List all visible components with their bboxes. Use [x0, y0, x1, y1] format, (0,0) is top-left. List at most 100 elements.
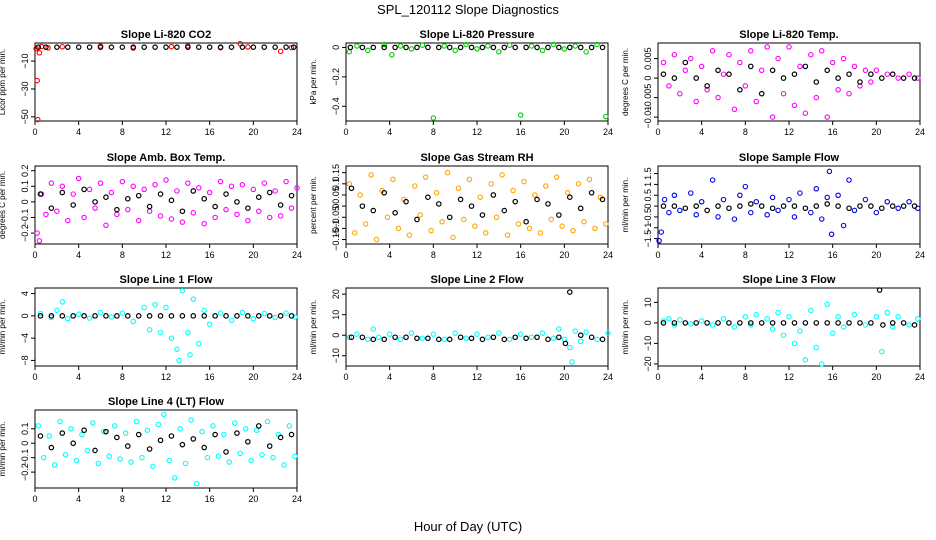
mean-point	[135, 313, 142, 319]
data-point	[221, 431, 227, 438]
data-point	[430, 331, 437, 337]
data-point	[346, 181, 353, 187]
data-point	[40, 454, 47, 461]
data-point	[146, 327, 153, 333]
mean-point	[92, 313, 98, 319]
mean-point	[726, 320, 732, 326]
data-point	[354, 43, 360, 49]
data-point	[666, 209, 672, 216]
y-axis-label: ml/min per min.	[621, 300, 630, 355]
data-point	[466, 176, 473, 183]
mean-point	[277, 202, 284, 208]
mean-point	[245, 313, 251, 319]
data-point	[775, 207, 781, 214]
panel-title: Slope Li-820 Temp.	[739, 29, 838, 41]
data-point	[270, 454, 276, 461]
data-point	[141, 304, 147, 311]
mean-point	[37, 313, 44, 319]
data-point	[775, 55, 781, 62]
mean-point	[157, 191, 164, 197]
x-tick-label: 12	[784, 127, 794, 137]
data-point	[34, 116, 41, 123]
data-point	[37, 310, 44, 317]
y-tick-label: 0.1	[331, 178, 341, 191]
data-point	[780, 332, 787, 338]
y-tick-label: −0.1	[20, 449, 30, 467]
x-tick-label: 12	[472, 372, 482, 382]
data-point	[504, 232, 511, 238]
data-point	[499, 172, 505, 178]
data-point	[408, 330, 415, 336]
data-point	[250, 186, 257, 193]
mean-point	[403, 198, 409, 205]
panel-9: Slope Line 3 Flow ml/min per min. 0 4 8 12 16 2…	[621, 274, 925, 382]
y-tick-label: −8	[20, 355, 30, 365]
mean-point	[523, 335, 529, 342]
data-point	[753, 199, 759, 205]
data-point	[564, 189, 571, 196]
data-point	[709, 322, 716, 328]
data-point	[65, 315, 71, 322]
y-axis-label: degrees C per min.	[621, 48, 630, 116]
data-point	[802, 110, 809, 116]
mean-point	[556, 212, 562, 218]
data-point	[539, 330, 546, 336]
x-tick-label: 0	[32, 372, 37, 382]
data-point	[177, 426, 183, 432]
mean-point	[359, 44, 366, 51]
data-point	[119, 310, 126, 316]
mean-point	[135, 192, 142, 199]
plot-frame	[657, 165, 921, 245]
y-tick-label: 0	[331, 333, 341, 338]
mean-point	[157, 437, 164, 444]
data-point	[567, 344, 573, 351]
data-point	[660, 318, 667, 324]
data-point	[671, 192, 678, 199]
mean-point	[195, 44, 202, 50]
mean-point	[168, 313, 175, 319]
mean-point	[163, 44, 169, 50]
mean-point	[599, 336, 606, 343]
mean-point	[791, 320, 798, 326]
mean-point	[824, 201, 831, 207]
data-point	[256, 208, 262, 214]
mean-point	[813, 203, 820, 209]
data-point	[884, 309, 890, 316]
mean-point	[446, 214, 453, 221]
mean-point	[534, 196, 540, 203]
data-point	[130, 318, 137, 325]
x-tick-label: 0	[655, 250, 660, 260]
data-point	[528, 334, 535, 341]
mean-point	[414, 335, 420, 342]
mean-point	[824, 67, 831, 74]
x-tick-label: 16	[205, 127, 215, 137]
y-tick-label: 1.5	[643, 167, 653, 180]
data-point	[108, 189, 115, 196]
x-tick-label: 12	[161, 250, 171, 260]
data-point	[715, 94, 721, 101]
mean-point	[103, 313, 109, 319]
data-point	[677, 317, 683, 323]
mean-point	[392, 334, 398, 341]
data-point	[384, 214, 391, 221]
data-point	[828, 231, 835, 238]
data-point	[829, 59, 836, 66]
data-point	[152, 181, 158, 188]
mean-point	[70, 313, 77, 319]
data-point	[851, 63, 858, 70]
mean-point	[726, 205, 732, 212]
data-point	[237, 450, 243, 457]
x-tick-label: 8	[431, 127, 436, 137]
panel-2: Slope Li-820 Pressure kPa per min. 0 4 8 12 16…	[309, 29, 613, 137]
data-point	[698, 63, 705, 70]
data-point	[161, 411, 167, 418]
mean-point	[261, 44, 268, 50]
x-tick-label: 24	[292, 250, 302, 260]
plot-frame	[34, 42, 298, 122]
x-tick-label: 24	[292, 372, 302, 382]
plot-frame	[345, 287, 609, 367]
data-point	[199, 428, 205, 435]
mean-point	[359, 334, 366, 341]
data-point	[228, 183, 235, 190]
